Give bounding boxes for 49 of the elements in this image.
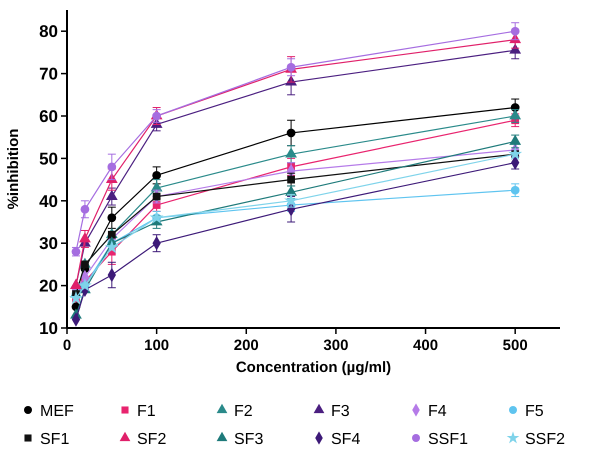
point [509,109,522,120]
point [106,190,118,200]
point [78,278,92,292]
x-tick-label: 500 [502,337,528,354]
y-tick-label: 40 [39,192,58,211]
y-tick-label: 20 [39,276,58,296]
point [107,162,116,172]
y-tick-label: 80 [39,22,58,42]
y-tick-label: 60 [39,107,58,126]
legend-label: SSF2 [525,431,566,448]
legend-label: SF4 [331,431,360,448]
legend-label: F3 [331,403,350,420]
legend-label: F5 [525,403,544,420]
legend-label: SSF1 [428,431,468,448]
point [152,112,162,120]
point [79,232,91,242]
point [286,128,296,138]
legend-label: F1 [137,403,156,420]
y-axis-title: %inhibition [5,128,22,210]
legend-label: MEF [40,403,74,420]
point [107,213,116,222]
point [152,171,162,180]
point [509,134,522,145]
point [104,240,119,254]
point [80,204,90,214]
point [508,146,522,160]
y-tick-label: 70 [39,64,58,84]
point [510,26,520,36]
x-tick-label: 0 [62,337,72,354]
point [69,291,83,304]
y-tick-label: 10 [39,319,58,338]
y-tick-label: 50 [39,149,58,168]
point [284,193,298,207]
point [81,260,89,268]
x-tick-label: 200 [234,337,259,354]
legend-label: SF2 [137,431,166,448]
legend-label: F4 [428,403,447,420]
point [285,147,297,158]
legend-label: F2 [234,403,253,420]
x-tick-label: 300 [323,337,348,354]
legend-label: SF3 [234,431,264,448]
point [152,192,161,200]
legend-label: SF1 [40,431,70,448]
x-tick-label: 100 [144,337,170,354]
point [287,176,295,184]
y-tick-label: 30 [39,234,58,254]
x-tick-label: 400 [413,337,438,354]
point [510,186,520,195]
x-axis-title: Concentration (µg/ml) [236,359,392,376]
